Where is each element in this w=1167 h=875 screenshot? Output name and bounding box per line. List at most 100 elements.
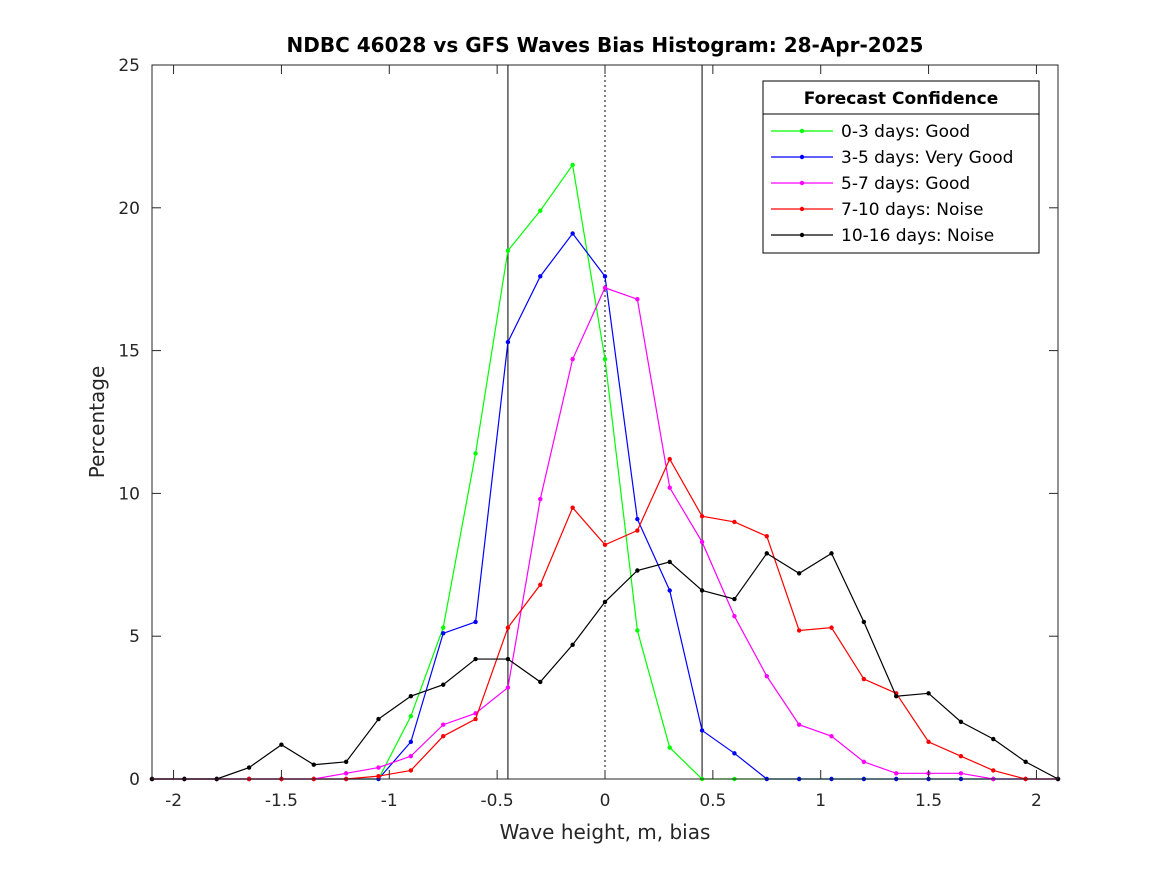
y-axis-ticks: 0 5 10 15 20 25 (118, 56, 1058, 790)
data-point (343, 759, 349, 765)
data-point (796, 571, 802, 576)
data-point (376, 716, 381, 722)
data-point (958, 719, 964, 725)
legend-swatch-marker (799, 128, 805, 134)
data-point (732, 614, 737, 619)
data-point (667, 559, 672, 565)
data-point (538, 496, 543, 502)
legend-swatch-marker (799, 206, 805, 212)
data-point (764, 551, 769, 556)
data-point (764, 534, 769, 539)
data-point (376, 765, 381, 770)
data-point (926, 739, 931, 745)
data-point (602, 274, 608, 279)
data-point (441, 625, 446, 630)
data-point (570, 642, 575, 647)
data-point (829, 625, 834, 630)
data-point (635, 516, 640, 522)
data-point (602, 542, 608, 548)
chart-title: NDBC 46028 vs GFS Waves Bias Histogram: … (287, 33, 924, 57)
data-point (376, 773, 381, 779)
legend-box (762, 80, 1040, 254)
data-point (991, 768, 996, 773)
data-point (1023, 759, 1028, 765)
y-tick-label: 5 (129, 627, 140, 647)
x-tick-label: 2 (1031, 791, 1042, 811)
data-point (861, 619, 867, 625)
data-point (635, 628, 640, 633)
data-point (570, 231, 575, 236)
data-point (732, 519, 737, 525)
y-tick-label: 25 (118, 56, 140, 76)
legend-label: 3-5 days: Very Good (841, 148, 1013, 168)
data-point (796, 722, 802, 727)
data-point (408, 768, 414, 773)
data-point (505, 625, 511, 630)
legend-item: 3-5 days: Very Good (771, 148, 1013, 168)
data-point (667, 456, 672, 462)
data-point (505, 656, 511, 662)
legend-label: 5-7 days: Good (841, 174, 970, 194)
x-tick-label: -1 (381, 791, 398, 811)
data-point (246, 765, 252, 770)
data-point (732, 596, 737, 602)
data-point (829, 551, 834, 556)
legend-label: 0-3 days: Good (841, 122, 970, 142)
legend-items: 0-3 days: Good 3-5 days: Very Good 5-7 day… (771, 122, 1013, 246)
data-point (667, 588, 672, 593)
y-tick-label: 0 (129, 770, 140, 790)
data-point (343, 771, 349, 776)
data-point (861, 676, 867, 682)
data-point (699, 728, 705, 733)
data-point (894, 771, 899, 776)
data-point (311, 762, 316, 767)
data-point (699, 588, 705, 593)
data-point (635, 296, 640, 302)
y-tick-label: 15 (118, 342, 140, 362)
y-tick-label: 20 (118, 199, 140, 219)
data-point (538, 274, 543, 279)
x-tick-label: -2 (165, 791, 182, 811)
data-point (991, 736, 996, 742)
data-point (699, 514, 705, 519)
data-point (538, 679, 543, 685)
data-point (505, 339, 511, 345)
legend-item: 0-3 days: Good (771, 122, 970, 142)
data-point (667, 485, 672, 490)
legend-item: 5-7 days: Good (771, 174, 970, 194)
legend-item: 7-10 days: Noise (771, 200, 983, 220)
data-point (473, 716, 478, 722)
x-tick-label: 0.5 (699, 791, 726, 811)
x-tick-label: 1.5 (915, 791, 942, 811)
x-tick-label: 1 (815, 791, 826, 811)
data-point (958, 753, 964, 759)
x-tick-label: 0 (600, 791, 611, 811)
data-point (570, 162, 575, 168)
data-point (861, 759, 867, 765)
data-point (408, 739, 414, 745)
data-point (570, 356, 575, 362)
data-point (473, 451, 478, 456)
data-point (505, 248, 511, 253)
data-point (570, 505, 575, 510)
x-axis-ticks: -2 -1.5 -1 -0.5 0 0.5 1 1.5 2 (165, 65, 1042, 811)
data-point (408, 753, 414, 759)
data-point (408, 693, 414, 699)
data-point (441, 682, 446, 687)
data-point (441, 733, 446, 739)
x-axis-label: Wave height, m, bias (500, 820, 711, 844)
series-5 (149, 551, 1061, 782)
data-point (602, 285, 608, 290)
data-point (441, 722, 446, 727)
data-point (408, 713, 414, 719)
y-tick-label: 10 (118, 484, 140, 504)
data-point (894, 693, 899, 699)
data-point (602, 356, 608, 362)
legend-title: Forecast Confidence (804, 89, 999, 109)
data-point (538, 208, 543, 213)
data-point (473, 619, 478, 625)
data-point (538, 582, 543, 587)
legend-swatch-marker (799, 154, 805, 160)
legend-item: 10-16 days: Noise (771, 226, 994, 246)
